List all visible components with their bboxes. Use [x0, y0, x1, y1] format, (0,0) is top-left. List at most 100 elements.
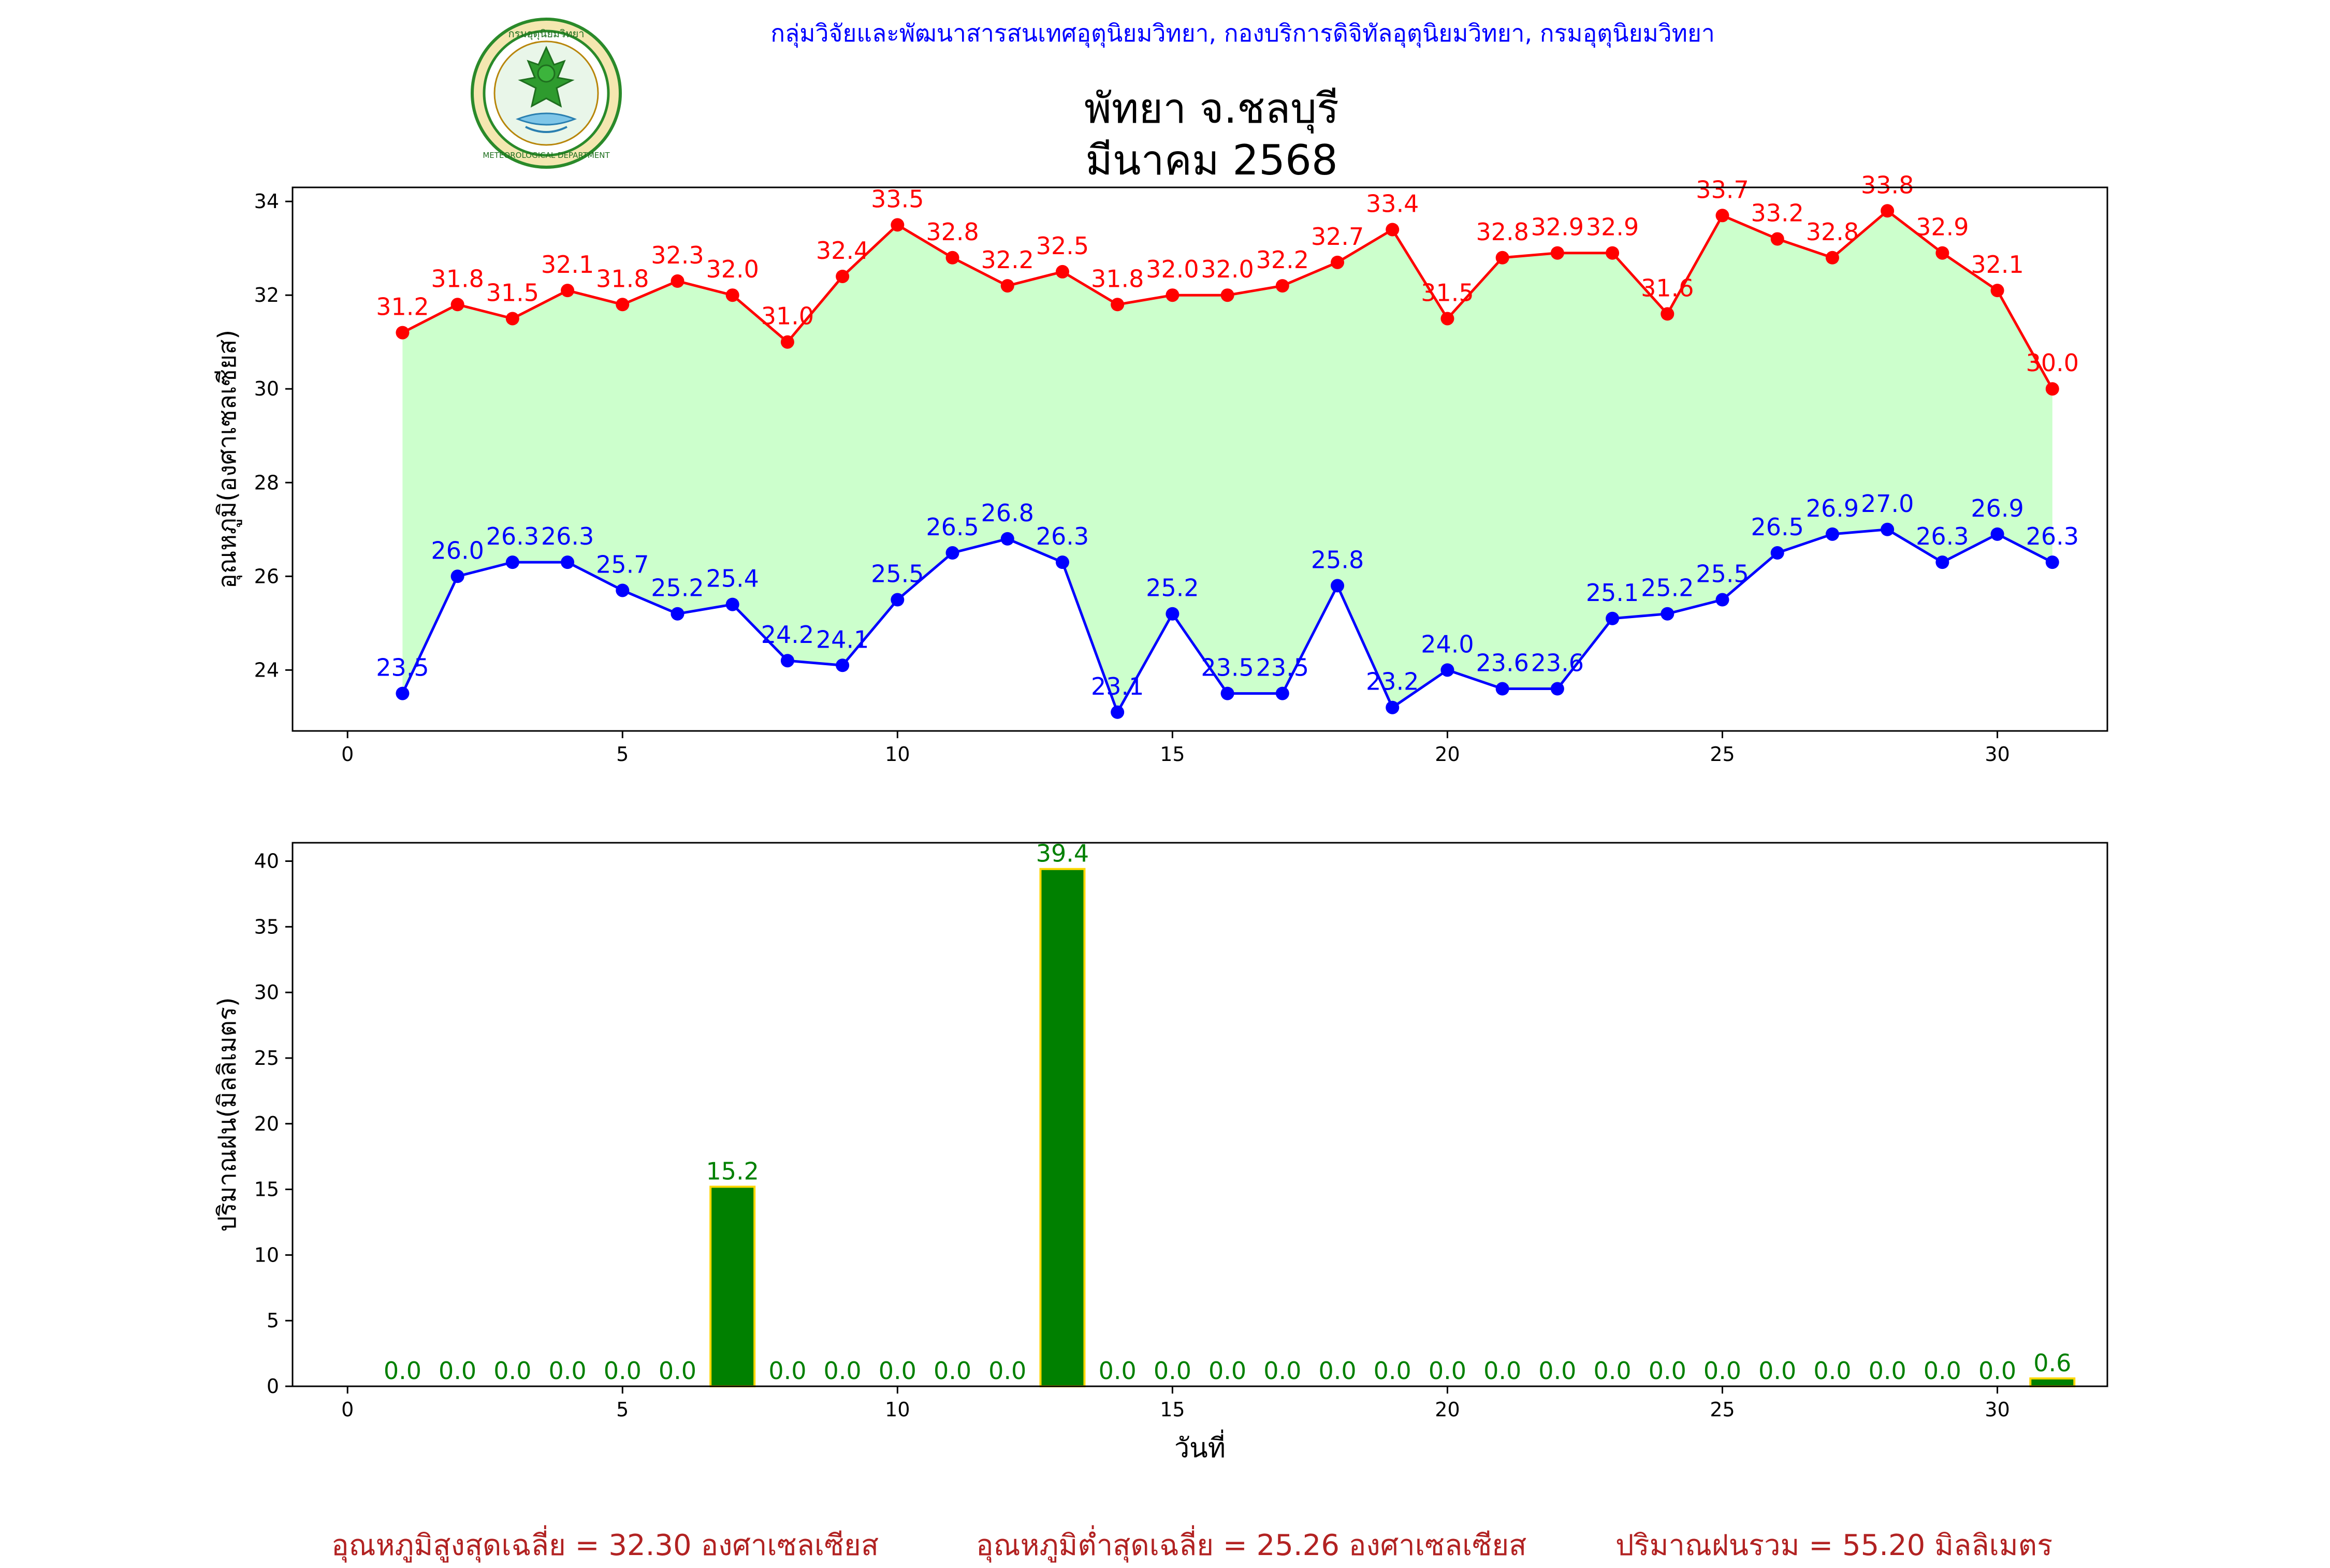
data-label-min-temp: 25.2 [1146, 574, 1199, 602]
rain-bar [1039, 868, 1086, 1387]
rain-data-label: 0.0 [1099, 1357, 1137, 1385]
data-label-min-temp: 23.6 [1476, 649, 1528, 677]
rain-data-label: 0.0 [988, 1357, 1026, 1385]
data-label-min-temp: 26.3 [486, 522, 539, 550]
point-min-temp [1000, 532, 1014, 546]
x-tick-label: 0 [341, 743, 354, 766]
data-label-max-temp: 31.5 [486, 279, 539, 306]
rain-data-label: 0.0 [659, 1357, 696, 1385]
x-tick-label: 0 [341, 1398, 354, 1421]
data-label-min-temp: 25.2 [1641, 574, 1694, 602]
point-min-temp [1440, 663, 1454, 677]
data-label-max-temp: 32.0 [706, 255, 759, 283]
point-max-temp [1881, 204, 1895, 218]
rain-data-label: 0.0 [1154, 1357, 1191, 1385]
data-label-min-temp: 26.9 [1806, 494, 1859, 522]
y-tick-label: 30 [254, 377, 279, 400]
rain-data-label: 0.0 [384, 1357, 421, 1385]
data-label-max-temp: 31.0 [761, 302, 814, 330]
point-max-temp [1770, 232, 1784, 246]
data-label-max-temp: 33.7 [1696, 175, 1749, 203]
rain-data-label: 0.0 [1374, 1357, 1411, 1385]
x-tick-label: 30 [1985, 1398, 2009, 1421]
rainfall-chart: 0.0 0.0 0.0 0.0 0.0 0.0 15.2 0.0 0.0 0.0 0.0 0.0 39.… [213, 840, 2108, 1464]
point-min-temp [1881, 522, 1895, 536]
rain-data-label: 0.6 [2033, 1349, 2071, 1377]
data-label-min-temp: 25.5 [871, 560, 924, 588]
data-label-max-temp: 32.9 [1586, 213, 1639, 241]
data-label-max-temp: 32.9 [1916, 213, 1969, 241]
point-min-temp [1055, 555, 1069, 569]
point-max-temp [891, 218, 905, 232]
x-axis-label: วันที่ [1174, 1429, 1226, 1464]
point-min-temp [1386, 700, 1400, 714]
x-tick-label: 10 [885, 1398, 910, 1421]
point-min-temp [1715, 593, 1729, 607]
point-min-temp [1495, 682, 1509, 696]
point-max-temp [505, 312, 519, 326]
summary-avg-min: อุณหภูมิต่ำสุดเฉลี่ย = 25.26 องศาเซลเซีย… [976, 1529, 1527, 1562]
rain-data-label: 39.4 [1036, 840, 1089, 868]
point-min-temp [2045, 555, 2059, 569]
rain-data-label: 0.0 [1649, 1357, 1686, 1385]
data-label-min-temp: 26.9 [1971, 494, 2023, 522]
meteorological-department-seal-icon: กรมอุตุนิยมวิทยา METEOROLOGICAL DEPARTME… [471, 18, 622, 169]
point-max-temp [1275, 279, 1289, 293]
rain-data-label: 0.0 [439, 1357, 476, 1385]
rain-data-label: 0.0 [604, 1357, 642, 1385]
data-label-max-temp: 32.7 [1311, 223, 1364, 251]
point-min-temp [450, 569, 464, 583]
point-min-temp [1935, 555, 1949, 569]
data-label-max-temp: 32.2 [1256, 246, 1309, 274]
rain-data-label: 0.0 [1703, 1357, 1741, 1385]
data-label-min-temp: 24.0 [1421, 630, 1474, 658]
plot-frame [292, 186, 2108, 732]
point-min-temp [725, 597, 739, 611]
rain-data-label: 0.0 [1429, 1357, 1466, 1385]
data-label-max-temp: 31.5 [1421, 279, 1474, 306]
data-label-min-temp: 23.2 [1366, 668, 1419, 696]
point-min-temp [1111, 705, 1125, 719]
x-tick-label: 5 [616, 743, 629, 766]
x-tick-label: 25 [1710, 1398, 1735, 1421]
data-label-min-temp: 25.7 [596, 550, 649, 578]
point-max-temp [1715, 209, 1729, 223]
y-tick-label: 28 [254, 471, 279, 494]
point-min-temp [616, 583, 630, 597]
rain-data-label: 0.0 [1813, 1357, 1851, 1385]
data-label-max-temp: 31.8 [596, 265, 649, 292]
rain-data-label: 0.0 [1978, 1357, 2016, 1385]
x-tick-label: 20 [1435, 743, 1460, 766]
rain-data-label: 0.0 [768, 1357, 806, 1385]
y-tick-label: 10 [254, 1243, 279, 1266]
data-label-min-temp: 23.5 [376, 654, 429, 682]
data-label-max-temp: 32.1 [1971, 251, 2023, 279]
x-tick-label: 25 [1710, 743, 1735, 766]
point-max-temp [396, 326, 410, 340]
x-tick-label: 5 [616, 1398, 629, 1421]
point-max-temp [1825, 251, 1839, 265]
rain-data-label: 0.0 [1318, 1357, 1356, 1385]
point-min-temp [945, 546, 959, 560]
data-label-max-temp: 32.4 [816, 237, 869, 265]
x-tick-label: 10 [885, 743, 910, 766]
data-label-max-temp: 32.0 [1146, 255, 1199, 283]
data-label-max-temp: 32.8 [1476, 218, 1528, 246]
point-min-temp [396, 686, 410, 700]
point-max-temp [1166, 288, 1179, 302]
y-tick-label: 26 [254, 565, 279, 588]
data-label-min-temp: 25.8 [1311, 546, 1364, 574]
data-label-max-temp: 31.2 [376, 293, 429, 321]
data-label-min-temp: 26.3 [541, 522, 594, 550]
point-max-temp [616, 298, 630, 312]
rain-data-label: 0.0 [1594, 1357, 1632, 1385]
data-label-min-temp: 24.1 [816, 625, 869, 653]
y-axis-label: อุณหภูมิ(องศาเซลเซียส) [213, 330, 242, 589]
point-max-temp [1495, 251, 1509, 265]
y-tick-label: 0 [267, 1375, 279, 1398]
data-label-max-temp: 32.8 [1806, 218, 1859, 246]
data-label-max-temp: 32.1 [541, 251, 594, 279]
chart-title: พัทยา จ.ชลบุรี มีนาคม 2568 [849, 83, 1574, 186]
point-min-temp [891, 593, 905, 607]
